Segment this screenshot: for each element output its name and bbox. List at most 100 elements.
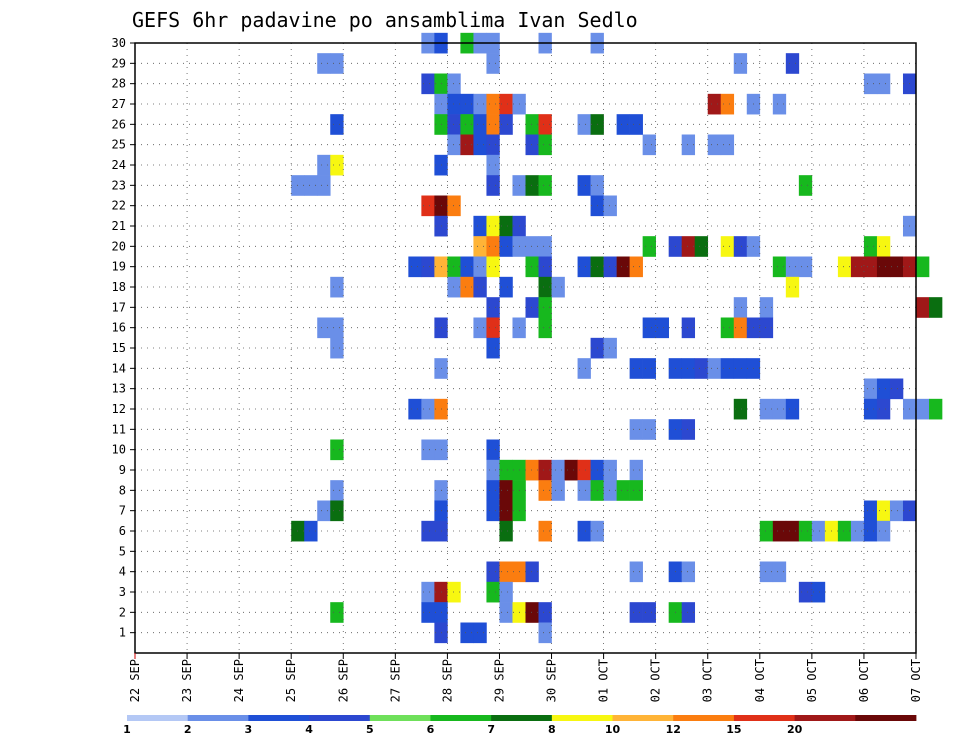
colorbar-label: 1 bbox=[123, 723, 131, 736]
precip-cell bbox=[837, 520, 852, 542]
precip-cell bbox=[772, 520, 787, 542]
colorbar-swatch bbox=[551, 715, 613, 721]
precip-cell bbox=[538, 175, 552, 196]
precip-cell bbox=[876, 398, 891, 420]
y-tick-label: 29 bbox=[112, 56, 126, 70]
precip-cell bbox=[642, 419, 656, 440]
x-tick-label: 07 OCT bbox=[909, 659, 923, 702]
precip-cell bbox=[811, 581, 826, 603]
x-tick-label: 27 SEP bbox=[388, 659, 402, 702]
precip-cell bbox=[408, 398, 422, 420]
precip-cell bbox=[499, 480, 513, 501]
colorbar-label: 20 bbox=[787, 723, 803, 736]
precip-cell bbox=[486, 114, 500, 135]
precip-cell bbox=[317, 500, 331, 522]
colorbar-swatch bbox=[491, 715, 553, 721]
x-tick-label: 30 SEP bbox=[545, 659, 559, 702]
precip-cell bbox=[929, 297, 943, 318]
precip-cell bbox=[629, 114, 643, 135]
precip-cell bbox=[499, 276, 513, 298]
precip-cell bbox=[733, 317, 748, 339]
precip-cell bbox=[629, 256, 643, 278]
precip-cell bbox=[694, 236, 709, 257]
precip-cell bbox=[772, 561, 787, 583]
x-tick-label: 03 OCT bbox=[701, 659, 715, 702]
precip-cell bbox=[473, 134, 487, 156]
precip-cell bbox=[525, 175, 539, 196]
x-axis-ticks: 22 SEP 23 SEP 24 SEP 25 SEP 26 SEP 27 SEP 28 S… bbox=[128, 653, 923, 702]
precip-cell bbox=[330, 602, 344, 623]
precip-cell bbox=[681, 134, 696, 156]
y-tick-label: 22 bbox=[112, 199, 126, 213]
precip-cell bbox=[473, 236, 487, 257]
precip-cell bbox=[421, 439, 435, 461]
precip-cell bbox=[317, 154, 331, 176]
x-tick-label: 02 OCT bbox=[649, 659, 663, 702]
precip-cell bbox=[616, 480, 630, 501]
precip-cell bbox=[681, 419, 696, 440]
precip-cell bbox=[330, 480, 344, 501]
precip-cell bbox=[863, 73, 878, 95]
precip-cell bbox=[681, 317, 696, 339]
precip-cell bbox=[616, 114, 630, 135]
precip-cell bbox=[863, 378, 878, 400]
precip-cell bbox=[447, 73, 461, 95]
precip-cell bbox=[317, 175, 331, 196]
precip-cell bbox=[525, 561, 539, 583]
precip-cell bbox=[629, 480, 643, 501]
y-tick-label: 12 bbox=[112, 402, 126, 416]
precip-cell bbox=[330, 114, 344, 135]
precip-cell bbox=[681, 561, 696, 583]
precip-cell bbox=[577, 256, 591, 278]
precip-cell bbox=[759, 398, 774, 420]
gridlines bbox=[134, 42, 917, 653]
precip-cell bbox=[681, 358, 696, 379]
precip-cell bbox=[486, 134, 500, 156]
precip-cell bbox=[863, 236, 878, 257]
colorbar: 1 2 3 4 5 6 7 8 10 12 15 20 bbox=[123, 715, 917, 736]
precip-cell bbox=[538, 236, 552, 257]
y-tick-label: 23 bbox=[112, 178, 126, 192]
precip-cell bbox=[863, 398, 878, 420]
chart-title: GEFS 6hr padavine po ansamblima Ivan Sed… bbox=[132, 8, 638, 32]
precip-cell bbox=[486, 561, 500, 583]
precip-cell bbox=[525, 236, 539, 257]
precip-cell bbox=[473, 622, 487, 644]
precip-cell bbox=[733, 398, 748, 420]
precip-cell bbox=[785, 520, 800, 542]
precip-cell bbox=[499, 581, 513, 603]
precip-cell bbox=[785, 53, 800, 74]
precip-cell bbox=[317, 53, 331, 74]
precip-cell bbox=[929, 398, 943, 420]
precip-cell bbox=[473, 276, 487, 298]
colorbar-label: 7 bbox=[487, 723, 495, 736]
precip-cell bbox=[642, 602, 656, 623]
precip-cell bbox=[785, 276, 800, 298]
colorbar-swatch bbox=[248, 715, 310, 721]
y-tick-label: 14 bbox=[112, 361, 126, 375]
precip-cell bbox=[486, 581, 500, 603]
precip-cell bbox=[525, 134, 539, 156]
precip-cell bbox=[499, 114, 513, 135]
precip-cell bbox=[538, 459, 552, 481]
y-axis-ticks: 1234567891011121314151617181920212223242… bbox=[112, 36, 135, 640]
y-tick-label: 10 bbox=[112, 443, 126, 457]
precip-cell bbox=[460, 134, 474, 156]
precip-cell bbox=[421, 581, 435, 603]
x-tick-label: 26 SEP bbox=[336, 659, 350, 702]
precip-cell bbox=[629, 602, 643, 623]
precip-cell bbox=[876, 236, 891, 257]
colorbar-label: 4 bbox=[305, 723, 313, 736]
precip-cell bbox=[707, 358, 722, 379]
y-tick-label: 16 bbox=[112, 321, 126, 335]
precip-cell bbox=[499, 561, 513, 583]
y-tick-label: 21 bbox=[112, 219, 126, 233]
precip-cell bbox=[551, 480, 565, 501]
precip-cell bbox=[603, 337, 617, 359]
precip-cell bbox=[798, 256, 813, 278]
y-tick-label: 7 bbox=[119, 504, 126, 518]
precip-cell bbox=[551, 459, 565, 481]
precip-cell bbox=[629, 358, 643, 379]
precip-cell bbox=[876, 256, 891, 278]
precip-cell bbox=[473, 317, 487, 339]
